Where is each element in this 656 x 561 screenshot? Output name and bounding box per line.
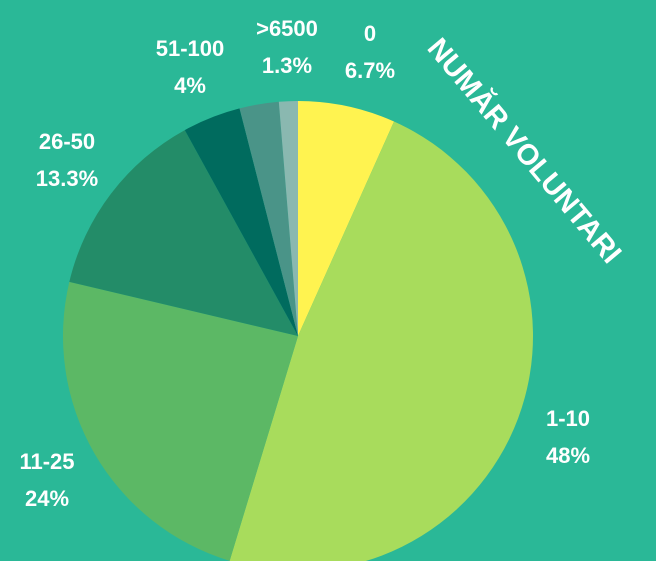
pie-slice xyxy=(184,108,298,336)
slice-label: >6500 xyxy=(256,16,318,41)
slice-label: 0 xyxy=(364,21,376,46)
value-label: 48% xyxy=(546,443,590,468)
slice-label: 11-25 xyxy=(19,449,74,474)
pie-slice xyxy=(298,101,395,336)
slice-label: 51-100 xyxy=(156,36,225,61)
value-label: 24% xyxy=(25,486,69,511)
pie-slice xyxy=(239,101,298,336)
slice-label: 26-50 xyxy=(39,129,95,154)
value-label: 1.3% xyxy=(262,53,312,78)
pie-slice xyxy=(69,130,298,336)
pie-slice xyxy=(62,281,298,561)
value-label: 13.3% xyxy=(36,166,98,191)
pie-slice xyxy=(229,121,533,561)
pie-slice xyxy=(278,101,298,336)
value-label: 6.7% xyxy=(345,58,395,83)
value-label: 4% xyxy=(174,73,206,98)
slice-label: 1-10 xyxy=(546,406,590,431)
